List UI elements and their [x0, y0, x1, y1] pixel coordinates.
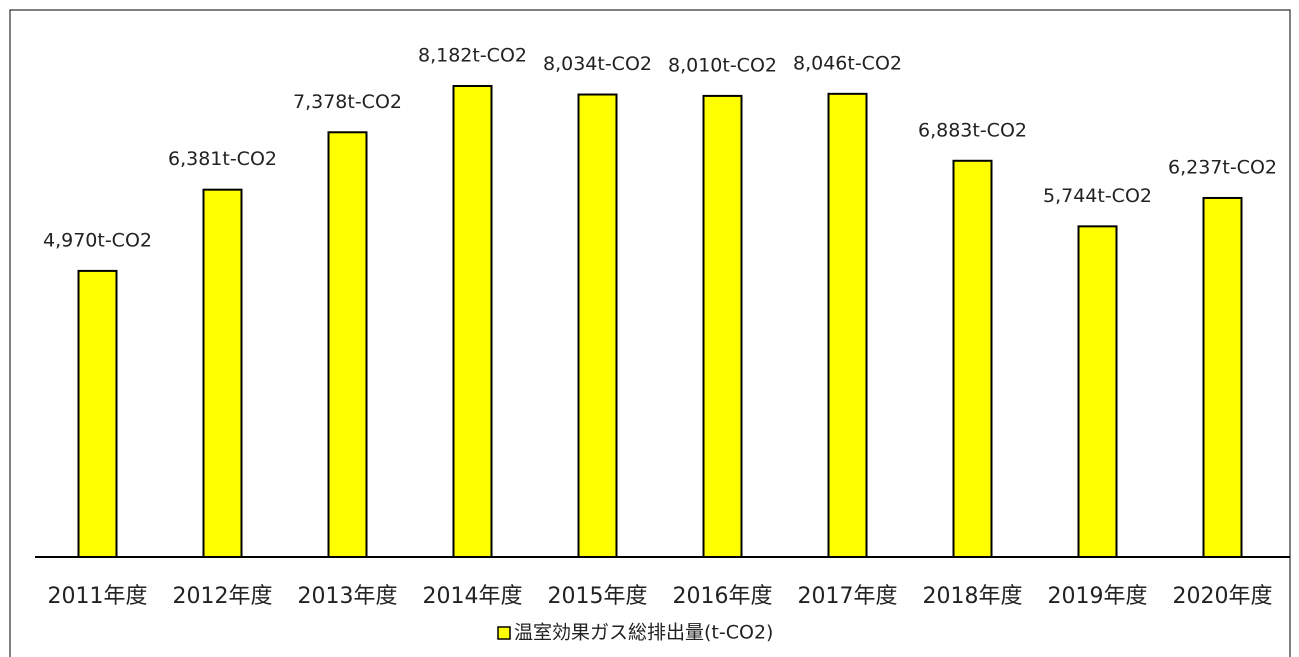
data-label: 8,034t-CO2: [543, 53, 652, 75]
bar: [202, 188, 243, 558]
data-label: 6,381t-CO2: [168, 148, 277, 170]
data-label: 5,744t-CO2: [1043, 185, 1152, 207]
x-tick-label: 2012年度: [173, 584, 273, 609]
x-tick-label: 2015年度: [548, 584, 648, 609]
x-tick-label: 2016年度: [673, 584, 773, 609]
legend-label: 温室効果ガス総排出量(t-CO2): [514, 622, 773, 644]
data-label: 6,237t-CO2: [1168, 156, 1277, 178]
x-tick-label: 2013年度: [298, 584, 398, 609]
x-tick-label: 2020年度: [1173, 584, 1273, 609]
frame: [9, 9, 1291, 657]
bar: [952, 159, 993, 558]
data-label: 8,010t-CO2: [668, 54, 777, 76]
bar: [1077, 225, 1118, 558]
x-tick-label: 2019年度: [1048, 584, 1148, 609]
bar: [702, 94, 743, 558]
bar: [452, 85, 493, 558]
x-tick-label: 2018年度: [923, 584, 1023, 609]
data-label: 8,046t-CO2: [793, 52, 902, 74]
x-tick-label: 2011年度: [48, 584, 148, 609]
data-label: 7,378t-CO2: [293, 91, 402, 113]
bar: [327, 131, 368, 559]
data-label: 6,883t-CO2: [918, 119, 1027, 141]
data-label: 8,182t-CO2: [418, 45, 527, 67]
data-label: 4,970t-CO2: [43, 229, 152, 251]
bar: [577, 93, 618, 558]
x-tick-label: 2017年度: [798, 584, 898, 609]
legend-swatch: [497, 626, 511, 640]
bar: [77, 269, 118, 558]
x-tick-label: 2014年度: [423, 584, 523, 609]
bar: [827, 92, 868, 559]
bar: [1202, 196, 1243, 558]
